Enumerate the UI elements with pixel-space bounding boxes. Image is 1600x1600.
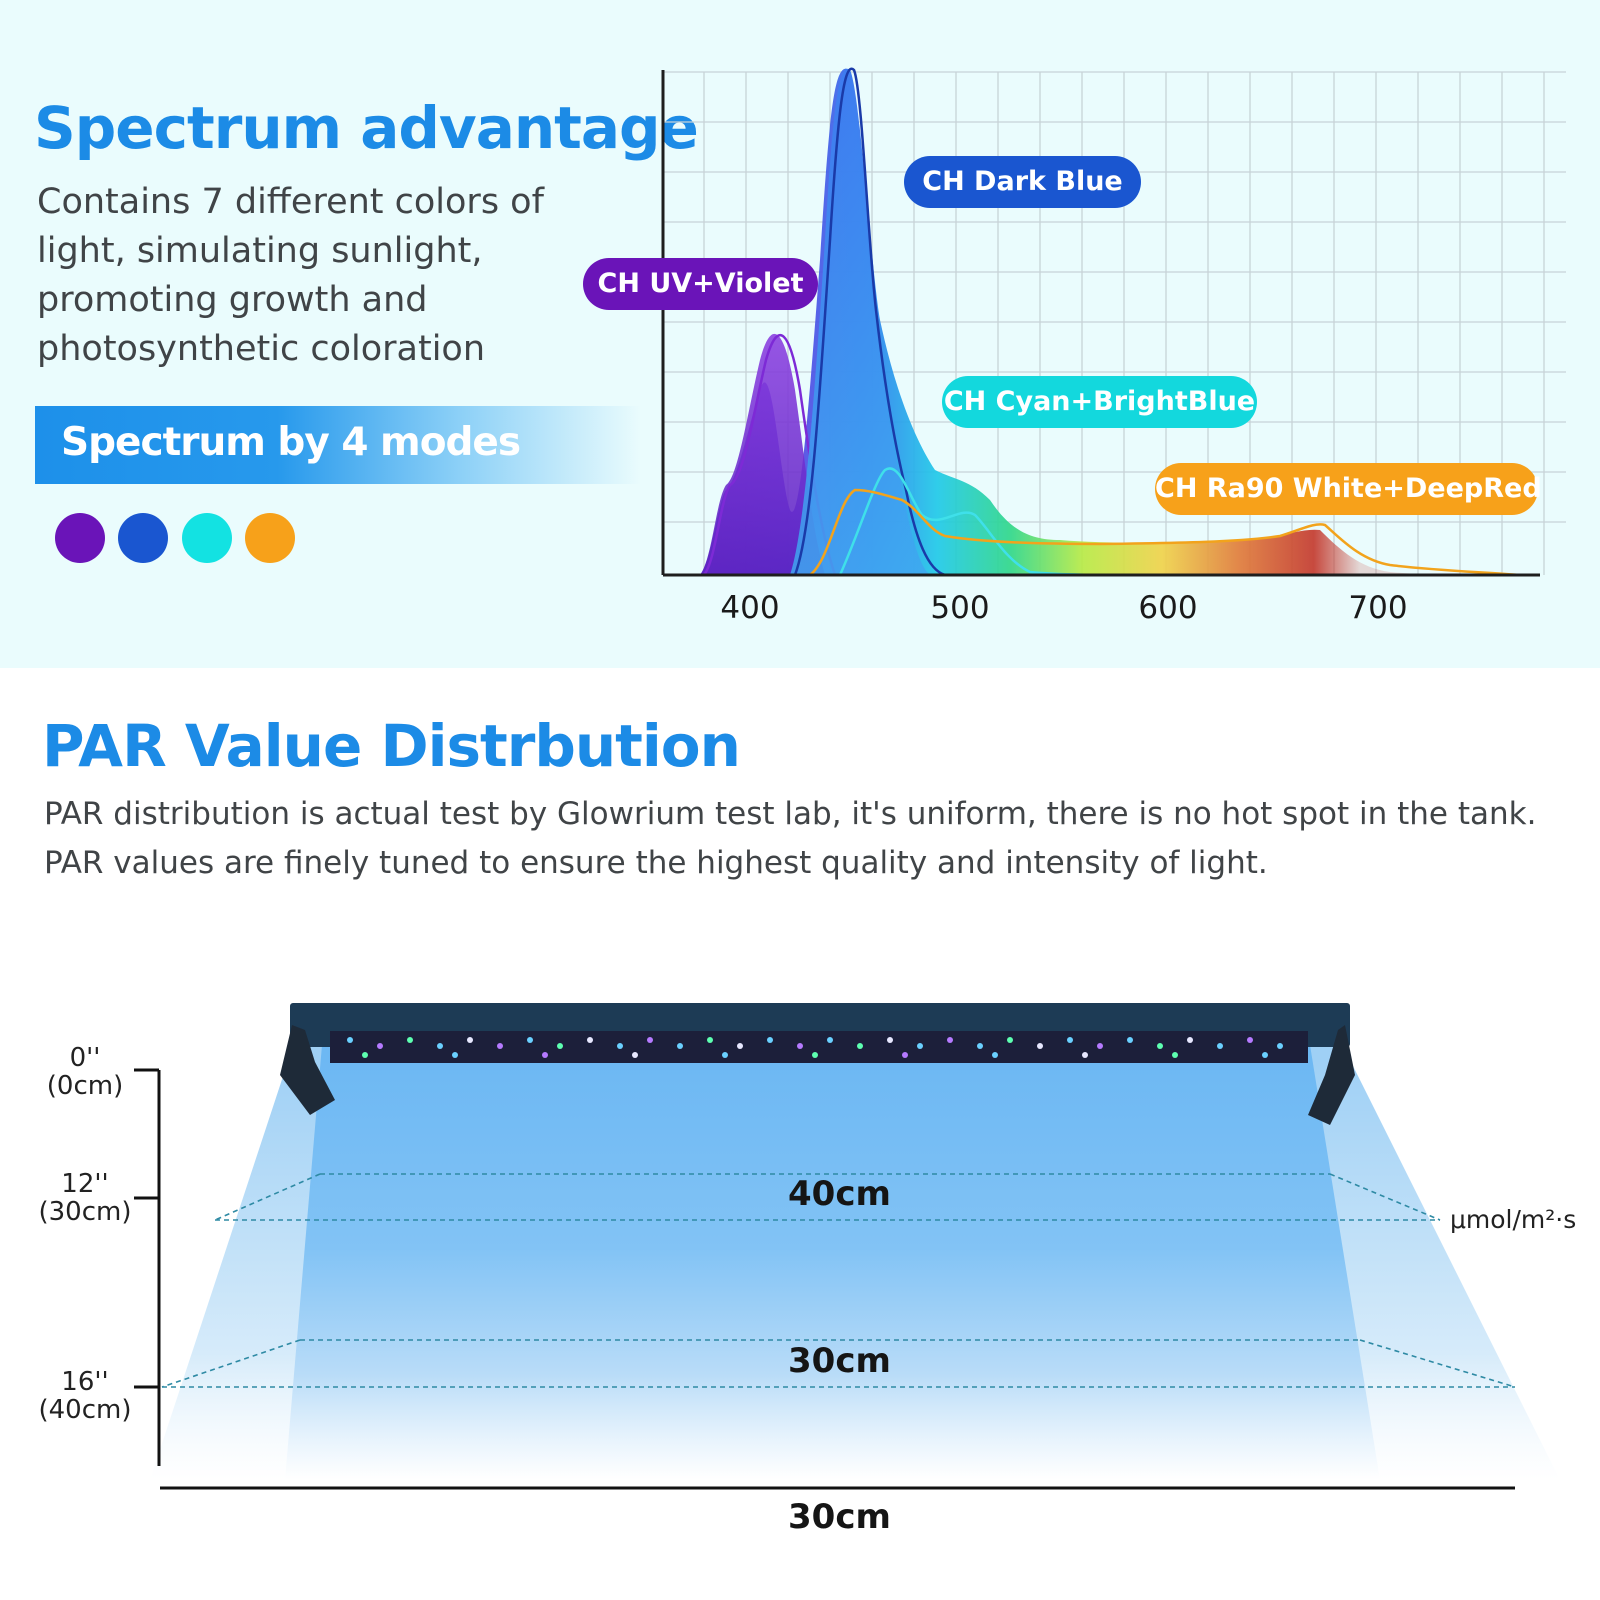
spectrum-chart: 400 500 600 700 [661,67,1566,626]
par-description-line2: PAR values are finely tuned to ensure th… [44,845,1268,881]
depth-label-16-cm: (40cm) [38,1395,132,1425]
x-tick-500: 500 [930,590,989,626]
violet-area [700,333,825,575]
width-label-upper: 40cm [788,1174,891,1214]
depth-label-16: 16'' (40cm) [38,1368,132,1424]
depth-label-0: 0'' (0cm) [40,1044,130,1100]
par-title: PAR Value Distrbution [42,712,741,780]
channel-pill-uv-violet: CH UV+Violet [583,258,818,310]
chart-axes [661,70,1540,577]
x-tick-700: 700 [1348,590,1407,626]
mode-dot-orange [245,513,295,563]
channel-pill-dark-blue: CH Dark Blue [904,156,1141,208]
par-description: PAR distribution is actual test by Glowr… [44,790,1594,888]
dark-blue-curve [793,67,946,577]
channel-pill-cyan: CH Cyan+BrightBlue [942,376,1257,428]
modes-banner-label: Spectrum by 4 modes [61,420,521,465]
par-unit-label: μmol/m²·s [1450,1205,1577,1234]
spectrum-description: Contains 7 different colors of light, si… [37,182,544,369]
mode-dot-violet [55,513,105,563]
depth-label-0-cm: (0cm) [46,1071,124,1101]
depth-label-12: 12'' (30cm) [38,1170,132,1226]
depth-label-16-inch: 16'' [61,1367,109,1397]
orange-curve [809,488,1521,577]
spectrum-title: Spectrum advantage [34,94,699,162]
spectrum-section: Spectrum advantage Contains 7 different … [0,0,1600,668]
par-diagram [134,1003,1560,1490]
depth-axis [134,1068,1515,1490]
channel-pill-white-deepred: CH Ra90 White+DeepRed [1155,463,1542,515]
x-tick-600: 600 [1138,590,1197,626]
depth-label-0-inch: 0'' [69,1043,101,1073]
mode-dot-dark-blue [118,513,168,563]
measurement-planes [161,1173,1516,1388]
mode-dot-cyan [182,513,232,563]
dark-blue-area [790,68,930,575]
cyan-curve [838,467,1131,577]
x-tick-400: 400 [720,590,779,626]
depth-label-12-cm: (30cm) [38,1197,132,1227]
par-description-line1: PAR distribution is actual test by Glowr… [44,796,1537,832]
width-label-lower: 30cm [788,1341,891,1381]
light-fixture [280,1003,1355,1125]
modes-banner: Spectrum by 4 modes [35,406,641,484]
light-beam-core [285,1045,1380,1480]
depth-label-12-inch: 12'' [61,1169,109,1199]
width-label-bottom: 30cm [788,1497,891,1537]
